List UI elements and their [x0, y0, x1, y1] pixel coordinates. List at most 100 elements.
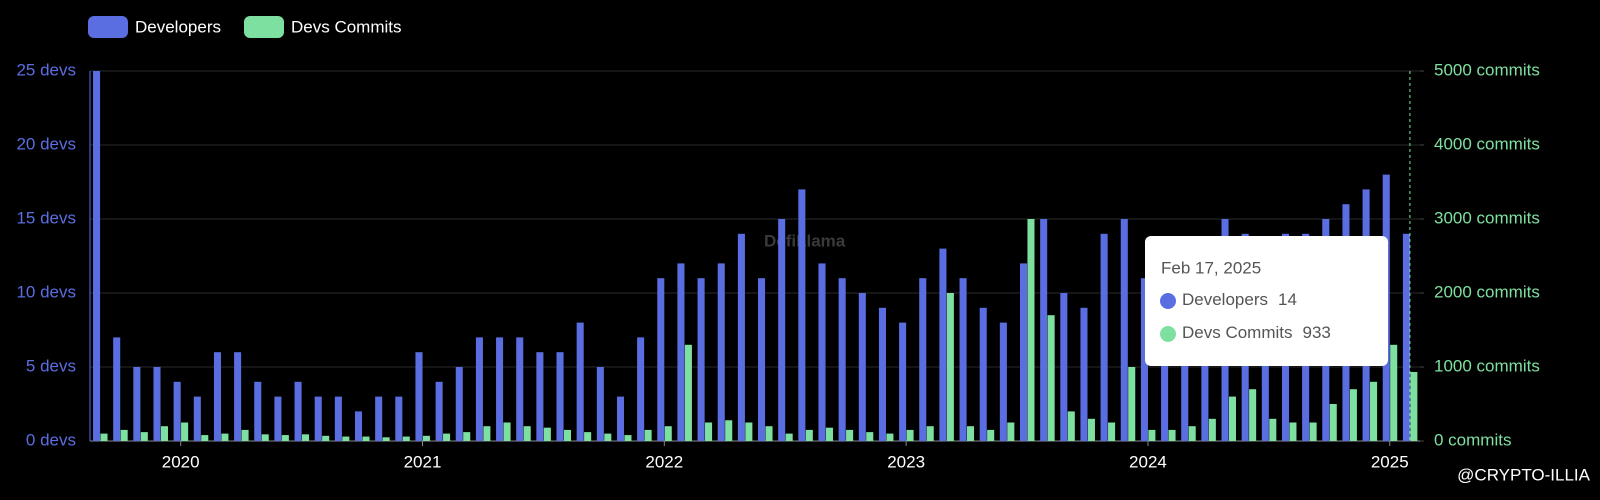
bar [1108, 422, 1116, 441]
y-tick-label: 25 devs [16, 60, 76, 79]
bar [838, 278, 846, 441]
bar [415, 352, 423, 441]
bar [939, 248, 947, 441]
tooltip-label: Devs Commits 933 [1182, 323, 1331, 342]
bar [664, 426, 672, 441]
bar [334, 396, 342, 441]
bar [858, 293, 866, 441]
bar [717, 263, 725, 441]
bar [805, 429, 813, 441]
bar [1128, 367, 1136, 441]
bar [818, 263, 826, 441]
bar [435, 381, 443, 441]
bar [825, 427, 833, 441]
bar [402, 436, 410, 441]
bar [1289, 422, 1297, 441]
bar [1060, 293, 1068, 441]
bar [1208, 418, 1216, 441]
bar [1309, 422, 1317, 441]
bar [1168, 429, 1176, 441]
bar [1080, 307, 1088, 441]
y2-tick-label: 2000 commits [1434, 282, 1540, 301]
bar [241, 429, 249, 441]
bar [523, 426, 531, 441]
tooltip-series: Devs Commits [1182, 323, 1293, 342]
bar [1269, 418, 1277, 441]
y-tick-label: 10 devs [16, 282, 76, 301]
bar [213, 352, 221, 441]
bar [624, 435, 632, 441]
bar [221, 433, 229, 441]
bar [987, 429, 995, 441]
bar [906, 429, 914, 441]
bar [463, 432, 471, 441]
bar [322, 435, 330, 441]
bar [516, 337, 524, 441]
x-tick-label: 2024 [1129, 452, 1167, 471]
bar [362, 436, 370, 441]
bar [785, 433, 793, 441]
y-tick-label: 0 devs [26, 430, 76, 449]
bar [846, 429, 854, 441]
y2-tick-label: 4000 commits [1434, 134, 1540, 153]
bar [503, 422, 511, 441]
bar [301, 434, 310, 441]
bar [644, 429, 652, 441]
bar [475, 337, 483, 441]
bar [1390, 344, 1398, 441]
y2-tick-label: 0 commits [1434, 430, 1511, 449]
legend-swatch [244, 16, 284, 38]
bar [563, 429, 572, 441]
bar [160, 426, 168, 441]
bar [375, 396, 383, 441]
bar [201, 435, 209, 441]
bar [1370, 381, 1378, 441]
bar [725, 420, 733, 441]
bar [886, 433, 894, 441]
y2-tick-label: 3000 commits [1434, 208, 1540, 227]
bar [153, 367, 161, 441]
tooltip-value: 14 [1278, 290, 1297, 309]
bar [1349, 389, 1357, 441]
bar [677, 263, 685, 441]
bar [1329, 404, 1337, 441]
bar [1100, 233, 1108, 441]
bar [314, 396, 322, 441]
bar [966, 426, 975, 441]
x-tick-label: 2021 [404, 452, 442, 471]
bar [1148, 429, 1156, 441]
bar [697, 278, 705, 441]
bar [596, 367, 604, 441]
tooltip-value: 933 [1303, 323, 1331, 342]
bar [234, 352, 242, 441]
bar [443, 433, 451, 441]
bar [1249, 389, 1257, 441]
bar [1040, 219, 1048, 441]
bar [181, 422, 189, 441]
bar [1047, 315, 1055, 441]
bar [919, 278, 927, 441]
bar [140, 432, 148, 441]
bar [1120, 219, 1128, 441]
x-tick-label: 2022 [645, 452, 683, 471]
bar [737, 233, 745, 441]
bar [1007, 422, 1015, 441]
bar [100, 433, 108, 441]
bar [496, 337, 504, 441]
bar [878, 307, 886, 441]
tooltip-dot [1160, 326, 1176, 342]
bar [113, 337, 121, 441]
legend-label: Developers [135, 17, 221, 36]
bar [999, 322, 1007, 441]
tooltip-label: Developers 14 [1182, 290, 1297, 309]
bar [536, 352, 544, 441]
bar [798, 189, 806, 441]
bar [395, 396, 403, 441]
bar [705, 422, 713, 441]
bar [926, 426, 934, 441]
bar [959, 278, 967, 441]
bar [1019, 263, 1028, 441]
bar [1067, 411, 1075, 441]
bar [1188, 426, 1196, 441]
